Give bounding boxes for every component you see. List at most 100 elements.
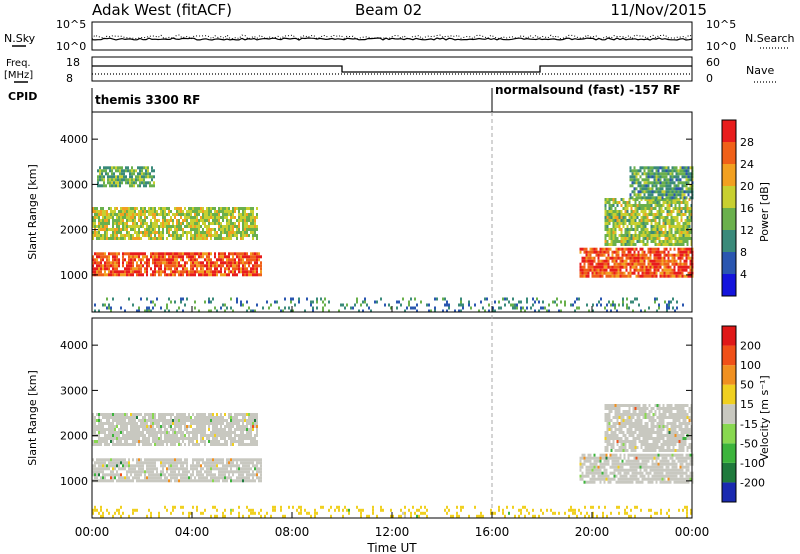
velocity-echo-cell bbox=[114, 413, 116, 416]
power-echo-cell bbox=[644, 309, 646, 313]
noise-tick-left-bottom: 10^0 bbox=[56, 40, 86, 53]
power-echo-cell bbox=[649, 181, 652, 185]
power-echo-cell bbox=[222, 252, 224, 256]
velocity-echo-cell bbox=[637, 459, 640, 463]
velocity-echo-cell bbox=[236, 467, 238, 471]
power-echo-cell bbox=[145, 184, 147, 188]
freq-trace bbox=[92, 65, 692, 73]
power-echo-cell bbox=[168, 273, 170, 277]
velocity-echo-cell bbox=[192, 470, 194, 474]
power-echo-cell bbox=[236, 225, 238, 228]
power-echo-cell bbox=[408, 300, 410, 304]
velocity-echo-cell bbox=[128, 464, 130, 468]
velocity-echo-cell bbox=[176, 476, 178, 480]
velocity-echo-cell bbox=[230, 470, 232, 474]
velocity-echo-cell bbox=[154, 419, 156, 422]
power-echo-cell bbox=[665, 178, 668, 182]
power-echo-cell bbox=[212, 222, 214, 225]
power-echo-cell bbox=[144, 255, 146, 259]
power-echo-cell bbox=[606, 213, 609, 216]
power-echo-cell bbox=[589, 250, 592, 254]
power-echo-cell bbox=[113, 172, 115, 176]
velocity-echo-cell bbox=[603, 453, 606, 457]
power-echo-cell bbox=[631, 253, 634, 257]
power-echo-cell bbox=[240, 234, 242, 237]
velocity-echo-cell bbox=[250, 413, 252, 416]
velocity-echo-cell bbox=[138, 437, 140, 440]
power-echo-cell bbox=[130, 237, 132, 240]
power-echo-cell bbox=[635, 172, 638, 176]
power-echo-cell bbox=[170, 210, 172, 213]
velocity-echo-cell bbox=[192, 422, 194, 425]
power-echo-cell bbox=[616, 210, 619, 213]
power-echo-cell bbox=[146, 267, 148, 271]
velocity-echo-cell bbox=[647, 471, 650, 475]
power-echo-cell bbox=[196, 264, 198, 268]
velocity-echo-cell bbox=[178, 440, 180, 443]
power-echo-cell bbox=[147, 175, 149, 179]
velocity-echo-cell bbox=[130, 416, 132, 419]
velocity-echo-cell bbox=[102, 413, 104, 416]
power-echo-cell bbox=[234, 216, 236, 219]
velocity-echo-cell bbox=[104, 437, 106, 440]
velocity-echo-cell bbox=[619, 456, 622, 460]
velocity-echo-cell bbox=[172, 467, 174, 471]
velocity-echo-cell bbox=[200, 440, 202, 443]
velocity-echo-cell bbox=[144, 461, 146, 465]
velocity-echo-cell bbox=[144, 476, 146, 480]
power-echo-cell bbox=[312, 309, 314, 313]
power-echo-cell bbox=[186, 261, 188, 265]
power-echo-cell bbox=[689, 175, 692, 179]
power-echo-cell bbox=[593, 271, 596, 275]
power-echo-cell bbox=[608, 207, 611, 210]
power-echo-cell bbox=[640, 225, 643, 228]
power-echo-cell bbox=[242, 216, 244, 219]
power-echo-cell bbox=[650, 219, 653, 222]
power-echo-cell bbox=[680, 228, 683, 231]
velocity-echo-cell bbox=[196, 467, 198, 471]
power-echo-cell bbox=[216, 261, 218, 265]
velocity-echo-cell bbox=[170, 422, 172, 425]
power-echo-cell bbox=[96, 270, 98, 274]
power-echo-cell bbox=[164, 273, 166, 277]
power-echo-cell bbox=[669, 259, 672, 263]
power-echo-cell bbox=[248, 273, 250, 277]
power-echo-cell bbox=[687, 193, 690, 197]
power-echo-cell bbox=[132, 264, 134, 268]
velocity-echo-cell bbox=[605, 468, 608, 472]
power-echo-cell bbox=[226, 207, 228, 210]
power-echo-cell bbox=[599, 268, 602, 272]
power-echo-cell bbox=[118, 216, 120, 219]
velocity-echo-cell bbox=[156, 473, 158, 477]
velocity-echo-cell bbox=[633, 462, 636, 466]
power-echo-cell bbox=[612, 213, 615, 216]
power-echo-cell bbox=[680, 213, 683, 216]
power-echo-cell bbox=[234, 207, 236, 210]
power-echo-cell bbox=[208, 228, 210, 231]
power-echo-cell bbox=[244, 213, 246, 216]
velocity-echo-cell bbox=[218, 434, 220, 437]
power-echo-cell bbox=[290, 300, 292, 304]
velocity-echo-cell bbox=[194, 467, 196, 471]
power-echo-cell bbox=[254, 258, 256, 262]
power-echo-cell bbox=[607, 271, 610, 275]
velocity-echo-cell bbox=[122, 428, 124, 431]
power-echo-cell bbox=[689, 184, 692, 188]
power-echo-cell bbox=[655, 187, 658, 191]
power-echo-cell bbox=[677, 184, 680, 188]
velocity-echo-cell bbox=[589, 480, 592, 484]
velocity-echo-cell bbox=[625, 471, 628, 475]
velocity-echo-cell bbox=[683, 459, 686, 463]
velocity-echo-cell bbox=[178, 431, 180, 434]
power-echo-cell bbox=[228, 228, 230, 231]
velocity-echo-cell bbox=[599, 480, 602, 484]
power-echo-cell bbox=[200, 255, 202, 259]
power-echo-cell bbox=[198, 225, 200, 228]
power-echo-cell bbox=[254, 219, 256, 222]
velocity-echo-cell bbox=[581, 477, 584, 481]
power-echo-cell bbox=[230, 297, 232, 301]
velocity-echo-cell bbox=[641, 471, 644, 475]
power-echo-cell bbox=[674, 201, 677, 204]
power-echo-cell bbox=[226, 264, 228, 268]
velocity-echo-cell bbox=[160, 464, 162, 468]
